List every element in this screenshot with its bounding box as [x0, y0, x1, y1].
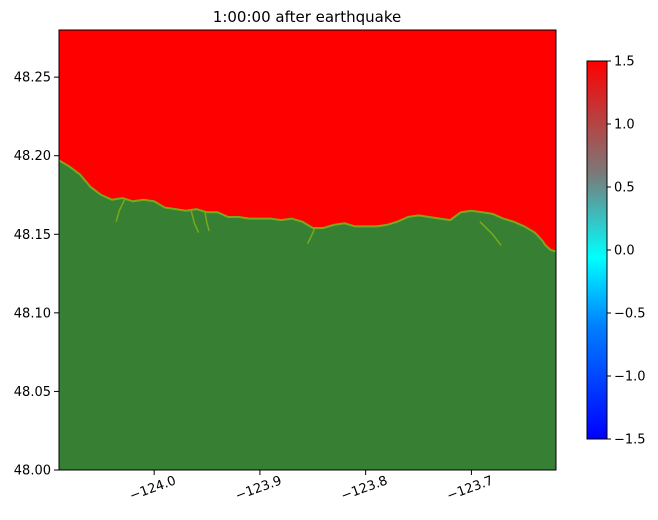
y-tick-label: 48.20: [14, 149, 51, 164]
chart-title: 1:00:00 after earthquake: [213, 8, 401, 26]
x-tick-label: −124.0: [128, 473, 178, 504]
inlet-channel: [190, 210, 200, 234]
colorbar-tick-label: −0.5: [614, 307, 646, 322]
inlet-channel: [306, 227, 316, 245]
inlet-group: [115, 199, 502, 246]
x-tick-label: −123.7: [445, 473, 495, 504]
x-axis: −124.0 −123.9 −123.8 −123.7: [128, 470, 495, 504]
y-tick-label: 48.00: [14, 464, 51, 479]
x-tick-label: −123.9: [234, 473, 284, 504]
colorbar-tick-label: 1.0: [614, 118, 635, 133]
colorbar-tick-label: −1.0: [614, 370, 646, 385]
shoreline: [59, 159, 556, 253]
colorbar-tick-label: −1.5: [614, 433, 646, 448]
colorbar-tick-label: 1.5: [614, 55, 635, 70]
x-tick-label: −123.8: [339, 473, 389, 504]
colorbar: 1.5 1.0 0.5 0.0 −0.5 −1.0 −1.5: [586, 55, 646, 448]
inlet-channel: [204, 212, 210, 232]
y-tick-label: 48.05: [14, 385, 51, 400]
colorbar-ticks: 1.5 1.0 0.5 0.0 −0.5 −1.0 −1.5: [607, 55, 646, 448]
y-axis: 48.00 48.05 48.10 48.15 48.20 48.25: [14, 71, 59, 479]
y-tick-label: 48.10: [14, 306, 51, 321]
inlet-channel: [479, 221, 502, 246]
colorbar-tick-label: 0.0: [614, 244, 635, 259]
land-mass: [59, 160, 556, 470]
plot-frame: [58, 29, 557, 471]
y-tick-label: 48.15: [14, 228, 51, 243]
inlet-channel: [115, 199, 126, 222]
colorbar-tick-label: 0.5: [614, 181, 635, 196]
plot-area: [59, 30, 556, 470]
y-tick-label: 48.25: [14, 71, 51, 86]
colorbar-bar: [586, 60, 608, 440]
